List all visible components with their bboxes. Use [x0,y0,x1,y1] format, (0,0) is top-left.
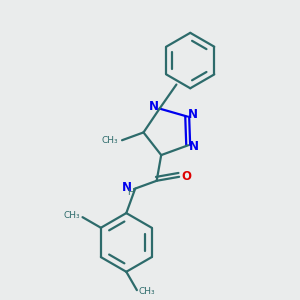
Text: N: N [189,140,199,153]
Text: O: O [181,170,191,183]
Text: N: N [149,100,159,113]
Text: N: N [188,108,197,122]
Text: CH₃: CH₃ [63,211,80,220]
Text: CH₃: CH₃ [101,136,118,145]
Text: CH₃: CH₃ [139,287,155,296]
Text: H: H [127,188,134,197]
Text: N: N [122,181,132,194]
